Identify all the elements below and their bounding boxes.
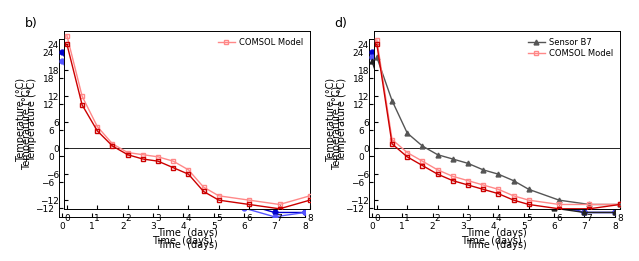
X-axis label: Time  (days): Time (days) bbox=[151, 236, 212, 246]
Text: d): d) bbox=[334, 16, 348, 29]
Text: b): b) bbox=[24, 16, 37, 29]
Y-axis label: Temperature (°C): Temperature (°C) bbox=[22, 86, 33, 170]
Legend: Sensor B7, COMSOL Model: Sensor B7, COMSOL Model bbox=[526, 35, 615, 61]
X-axis label: Time  (days)
Time  (days): Time (days) Time (days) bbox=[466, 228, 527, 250]
Y-axis label: Temperature (°C): Temperature (°C) bbox=[332, 86, 343, 170]
Legend: COMSOL Model: COMSOL Model bbox=[216, 35, 305, 50]
Y-axis label: Temperature (°C)
Temperature (°C): Temperature (°C) Temperature (°C) bbox=[326, 78, 348, 162]
X-axis label: Time  (days): Time (days) bbox=[461, 236, 522, 246]
Y-axis label: Temperature (°C)
Temperature (°C): Temperature (°C) Temperature (°C) bbox=[16, 78, 38, 162]
X-axis label: Time  (days)
Time  (days): Time (days) Time (days) bbox=[157, 228, 217, 250]
